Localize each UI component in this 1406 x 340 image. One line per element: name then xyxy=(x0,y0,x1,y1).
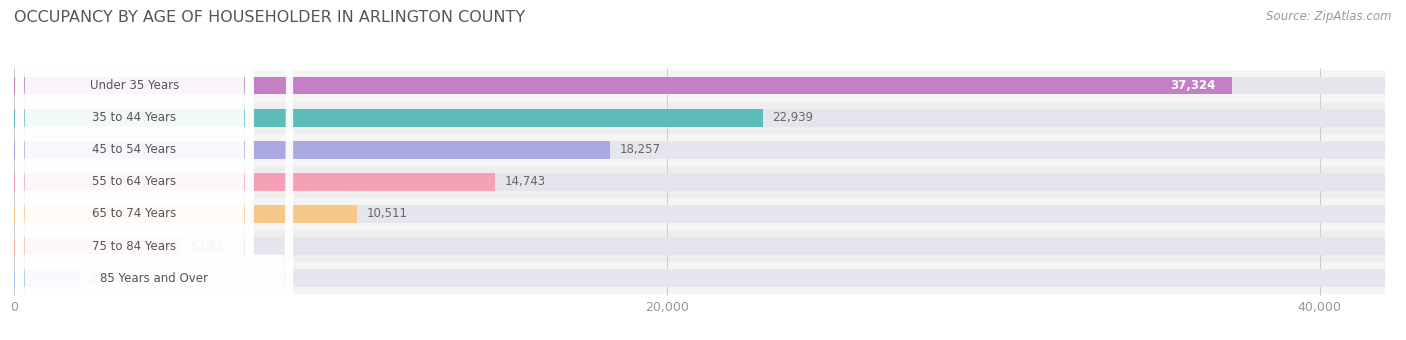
Text: Source: ZipAtlas.com: Source: ZipAtlas.com xyxy=(1267,10,1392,23)
Bar xyxy=(14,166,1385,198)
FancyBboxPatch shape xyxy=(15,0,253,340)
Bar xyxy=(14,77,1232,95)
Bar xyxy=(14,141,1385,159)
Text: 75 to 84 Years: 75 to 84 Years xyxy=(93,240,177,253)
Bar xyxy=(14,237,180,255)
Bar xyxy=(14,102,1385,134)
Text: 5,082: 5,082 xyxy=(190,240,224,253)
Text: Under 35 Years: Under 35 Years xyxy=(90,79,179,92)
Text: 85 Years and Over: 85 Years and Over xyxy=(100,272,208,285)
FancyBboxPatch shape xyxy=(15,0,253,340)
Text: 14,743: 14,743 xyxy=(505,175,546,188)
Bar xyxy=(14,262,1385,294)
Text: 2,031: 2,031 xyxy=(90,272,124,285)
Bar xyxy=(14,269,1385,287)
Text: 45 to 54 Years: 45 to 54 Years xyxy=(93,143,177,156)
Bar xyxy=(14,173,495,191)
FancyBboxPatch shape xyxy=(15,0,253,340)
Bar xyxy=(14,109,1385,126)
FancyBboxPatch shape xyxy=(15,0,253,340)
FancyBboxPatch shape xyxy=(15,0,253,340)
Text: 37,324: 37,324 xyxy=(1171,79,1216,92)
Text: 18,257: 18,257 xyxy=(620,143,661,156)
Text: OCCUPANCY BY AGE OF HOUSEHOLDER IN ARLINGTON COUNTY: OCCUPANCY BY AGE OF HOUSEHOLDER IN ARLIN… xyxy=(14,10,526,25)
Bar xyxy=(14,109,763,126)
Bar xyxy=(14,70,1385,102)
Bar xyxy=(14,198,1385,230)
Text: 35 to 44 Years: 35 to 44 Years xyxy=(93,111,177,124)
Bar xyxy=(14,237,1385,255)
FancyBboxPatch shape xyxy=(15,0,292,340)
Bar xyxy=(14,141,610,159)
Text: 65 to 74 Years: 65 to 74 Years xyxy=(93,207,177,220)
Bar xyxy=(14,77,1385,95)
Bar xyxy=(14,134,1385,166)
Text: 10,511: 10,511 xyxy=(367,207,408,220)
Bar xyxy=(14,230,1385,262)
Bar xyxy=(14,205,1385,223)
Bar xyxy=(14,173,1385,191)
Text: 55 to 64 Years: 55 to 64 Years xyxy=(93,175,177,188)
Bar xyxy=(14,269,80,287)
FancyBboxPatch shape xyxy=(15,0,253,340)
Bar xyxy=(14,205,357,223)
Text: 22,939: 22,939 xyxy=(772,111,814,124)
